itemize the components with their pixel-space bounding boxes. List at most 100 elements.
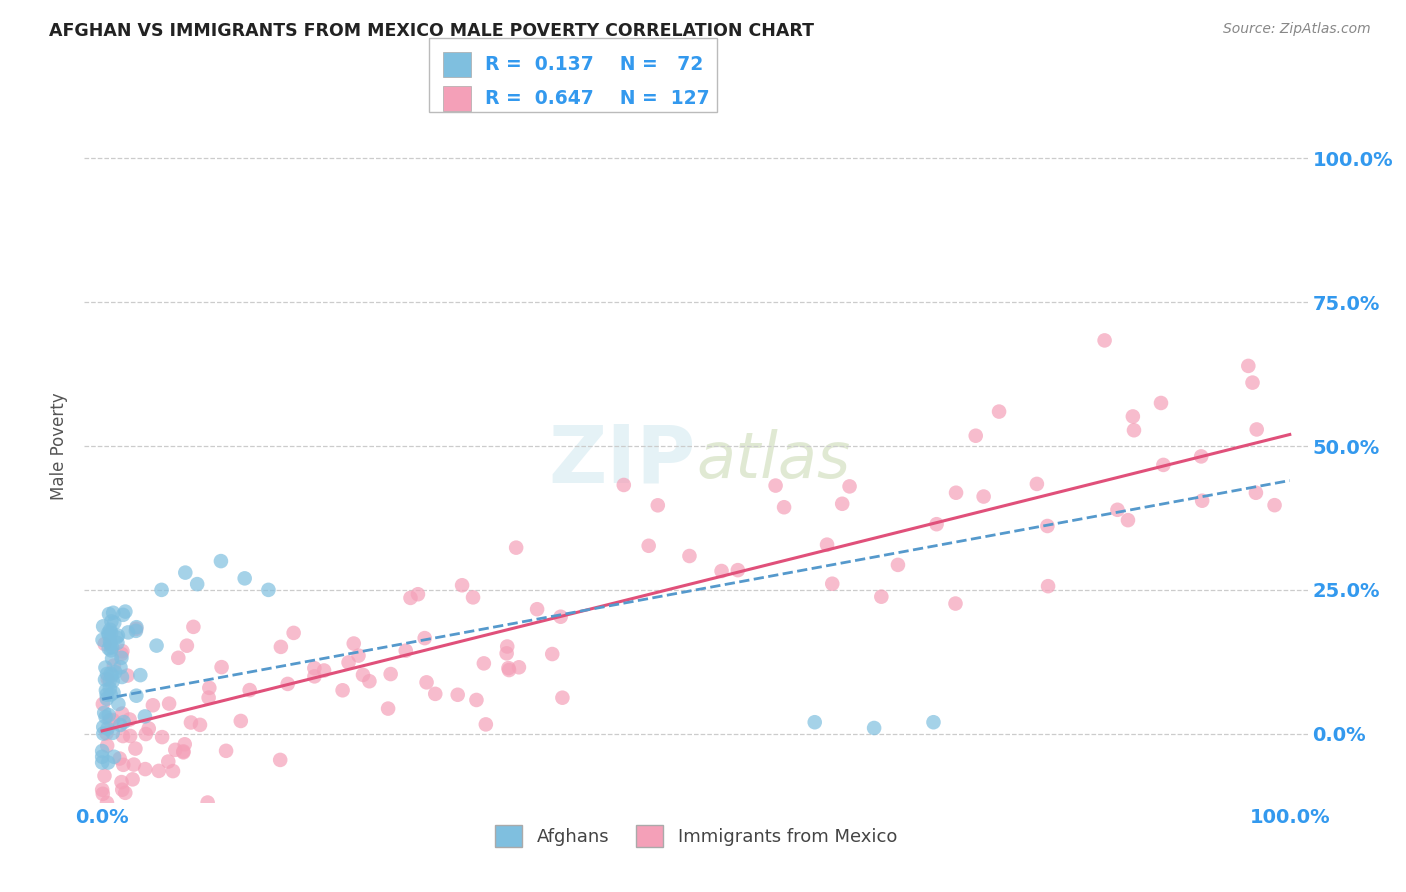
Point <box>110 660 132 674</box>
Point <box>103 686 125 700</box>
Point <box>1107 503 1129 517</box>
Point <box>277 677 299 691</box>
Point <box>1036 579 1059 593</box>
Point <box>550 609 572 624</box>
Point <box>104 665 127 680</box>
Point <box>91 744 114 758</box>
Point <box>413 631 436 645</box>
Point <box>91 632 114 647</box>
Point <box>508 660 530 674</box>
Point <box>134 709 156 723</box>
Point <box>188 718 211 732</box>
Point <box>112 757 135 772</box>
Point <box>91 756 114 770</box>
Point <box>773 500 796 515</box>
Point <box>815 538 838 552</box>
Point <box>1246 422 1268 436</box>
Point <box>103 658 125 673</box>
Point <box>91 726 114 740</box>
Point <box>91 787 114 801</box>
Point <box>97 625 120 640</box>
Point <box>120 729 142 743</box>
Point <box>425 687 447 701</box>
Point <box>197 690 219 705</box>
Point <box>870 590 893 604</box>
Point <box>727 563 749 577</box>
Point <box>613 478 636 492</box>
Point <box>399 591 422 605</box>
Point <box>922 715 945 730</box>
Point <box>91 619 114 633</box>
Point <box>117 625 139 640</box>
Point <box>526 602 548 616</box>
Point <box>765 478 787 492</box>
Point <box>395 643 418 657</box>
Point <box>157 755 180 769</box>
Point <box>803 715 825 730</box>
Point <box>1189 450 1212 464</box>
Point <box>135 727 157 741</box>
Point <box>647 498 669 512</box>
Point <box>211 660 233 674</box>
Point <box>103 606 125 620</box>
Point <box>406 587 429 601</box>
Point <box>174 566 197 580</box>
Point <box>91 720 114 734</box>
Point <box>110 775 132 789</box>
Point <box>1264 498 1286 512</box>
Text: R =  0.137    N =   72: R = 0.137 N = 72 <box>485 54 703 74</box>
Point <box>111 706 134 721</box>
Point <box>121 772 143 787</box>
Point <box>150 730 173 744</box>
Point <box>1152 458 1174 472</box>
Point <box>110 647 132 661</box>
Point <box>637 539 659 553</box>
Point <box>180 715 202 730</box>
Point <box>100 688 122 702</box>
Point <box>270 640 292 654</box>
Point <box>138 722 160 736</box>
Point <box>111 729 134 743</box>
Point <box>1150 396 1173 410</box>
Point <box>945 597 967 611</box>
Point <box>93 637 115 651</box>
Point <box>465 693 488 707</box>
Point <box>101 713 124 727</box>
Point <box>472 657 495 671</box>
Point <box>209 554 232 568</box>
Point <box>111 644 134 658</box>
Point <box>157 697 180 711</box>
Point <box>107 636 129 650</box>
Point <box>551 690 574 705</box>
Point <box>172 744 194 758</box>
Point <box>312 664 335 678</box>
Point <box>359 674 381 689</box>
Point <box>198 681 221 695</box>
Point <box>100 626 122 640</box>
Point <box>94 673 117 687</box>
Point <box>475 717 498 731</box>
Point <box>96 796 118 810</box>
Point <box>461 591 484 605</box>
Point <box>134 762 156 776</box>
Point <box>101 668 124 682</box>
Point <box>229 714 252 728</box>
Text: atlas: atlas <box>696 429 851 491</box>
Point <box>269 753 291 767</box>
Point <box>96 667 118 681</box>
Point <box>197 796 219 810</box>
Text: R =  0.647    N =  127: R = 0.647 N = 127 <box>485 88 710 108</box>
Point <box>1191 493 1213 508</box>
Point <box>112 607 135 622</box>
Point <box>162 764 184 778</box>
Point <box>100 643 122 657</box>
Point <box>91 782 114 797</box>
Point <box>965 428 987 442</box>
Point <box>887 558 910 572</box>
Point <box>863 721 886 735</box>
Point <box>377 701 399 715</box>
Point <box>1244 485 1267 500</box>
Point <box>541 647 564 661</box>
Point <box>678 549 700 563</box>
Point <box>101 726 124 740</box>
